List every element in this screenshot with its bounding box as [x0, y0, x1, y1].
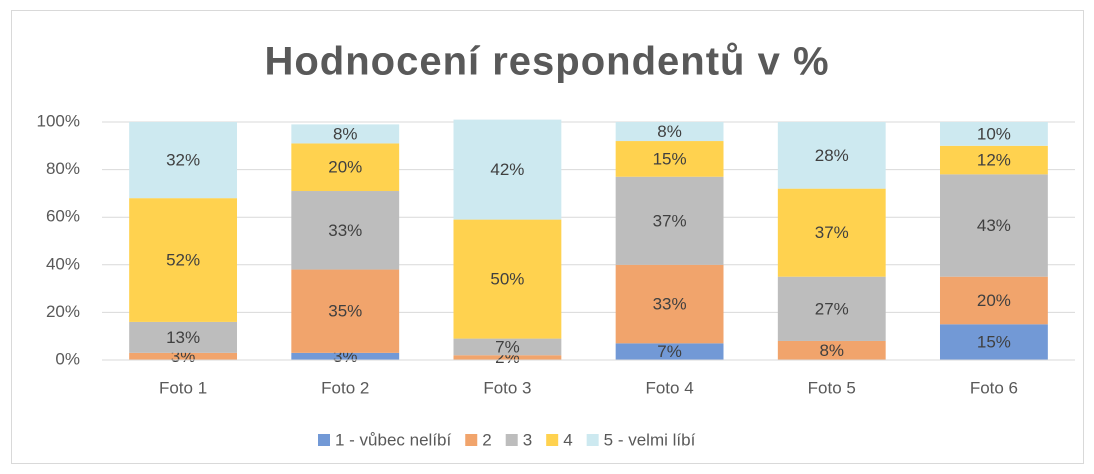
- data-label: 33%: [328, 221, 362, 240]
- x-tick-label: Foto 1: [159, 378, 207, 397]
- bar-segment: [615, 343, 724, 360]
- data-label: 8%: [657, 122, 682, 141]
- bar-segment: [939, 174, 1048, 277]
- legend-label: 1 - vůbec nelíbí: [335, 430, 452, 449]
- bar-segment: [777, 122, 886, 189]
- bar-segment: [939, 122, 1048, 146]
- data-label: 8%: [333, 124, 358, 143]
- data-label: 15%: [653, 149, 687, 168]
- bar-segment: [291, 191, 400, 270]
- legend-swatch: [318, 434, 330, 446]
- y-tick-label: 60%: [46, 207, 80, 226]
- x-tick-label: Foto 2: [321, 378, 369, 397]
- bar-segment: [939, 324, 1048, 360]
- y-tick-label: 80%: [46, 159, 80, 178]
- bar-segment: [129, 198, 238, 322]
- y-tick-label: 20%: [46, 302, 80, 321]
- bar-segment: [777, 188, 886, 277]
- data-label: 50%: [490, 270, 524, 289]
- bar-segment: [615, 264, 724, 344]
- bar-segment: [615, 141, 724, 177]
- data-label: 8%: [819, 341, 844, 360]
- data-label: 52%: [166, 251, 200, 270]
- y-tick-label: 100%: [37, 111, 80, 130]
- legend-swatch: [546, 434, 559, 446]
- data-label: 27%: [815, 299, 849, 318]
- y-tick-label: 0%: [55, 349, 80, 368]
- data-label: 28%: [815, 146, 849, 165]
- x-tick-label: Foto 3: [483, 378, 531, 397]
- data-label: 43%: [977, 216, 1011, 235]
- data-label: 13%: [166, 328, 200, 347]
- data-label: 20%: [328, 158, 362, 177]
- legend-label: 3: [523, 430, 532, 449]
- bar-segment: [777, 340, 886, 360]
- data-label: 10%: [977, 124, 1011, 143]
- data-label: 37%: [653, 211, 687, 230]
- bar-segment: [129, 352, 238, 360]
- legend-swatch: [505, 434, 518, 446]
- bar-segment: [939, 276, 1048, 325]
- data-label: 15%: [977, 333, 1011, 352]
- data-label: 33%: [653, 295, 687, 314]
- bar-segment: [615, 176, 724, 265]
- chart-title: Hodnocení respondentů v %: [264, 40, 829, 84]
- data-label: 35%: [328, 302, 362, 321]
- x-tick-label: Foto 4: [645, 378, 693, 397]
- data-label: 12%: [977, 151, 1011, 170]
- legend-swatch: [465, 434, 478, 446]
- bar-segment: [453, 219, 562, 339]
- bar-segment: [291, 269, 400, 353]
- bar-segment: [291, 143, 400, 192]
- legend-label: 4: [563, 430, 572, 449]
- x-tick-label: Foto 6: [970, 378, 1018, 397]
- bar-segment: [129, 321, 238, 353]
- y-tick-label: 40%: [46, 254, 80, 273]
- bar-segment: [291, 124, 400, 144]
- bar-segment: [129, 122, 238, 199]
- legend-swatch: [586, 434, 599, 446]
- bar-segment: [453, 355, 562, 360]
- data-label: 42%: [490, 160, 524, 179]
- data-label: 20%: [977, 291, 1011, 310]
- x-tick-label: Foto 5: [808, 378, 856, 397]
- bar-segment: [777, 276, 886, 341]
- bar-segment: [939, 145, 1048, 175]
- bar-segment: [453, 119, 562, 220]
- data-label: 7%: [495, 337, 520, 356]
- data-label: 32%: [166, 151, 200, 170]
- bar-segment: [291, 352, 400, 360]
- legend-label: 2: [482, 430, 491, 449]
- bar-segment: [615, 122, 724, 142]
- data-label: 7%: [657, 342, 682, 361]
- legend-label: 5 - velmi líbí: [604, 430, 696, 449]
- data-label: 37%: [815, 223, 849, 242]
- bar-segment: [453, 338, 562, 356]
